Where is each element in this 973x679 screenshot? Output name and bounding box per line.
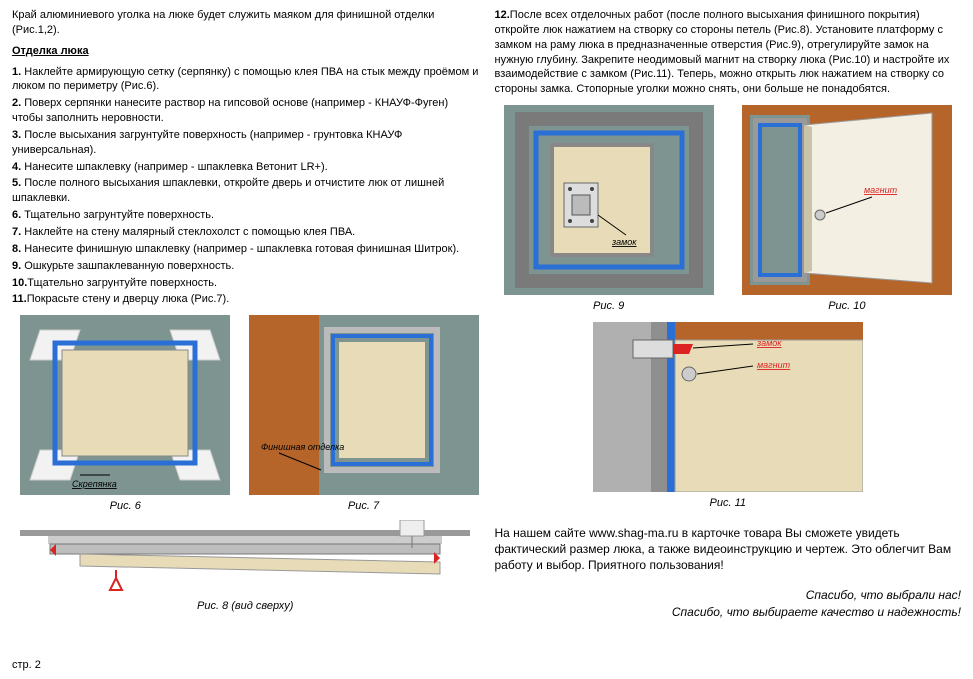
fig8-svg (20, 520, 470, 595)
svg-text:магнит: магнит (757, 360, 791, 370)
fig9-svg: замок (504, 105, 714, 295)
figure-8: Рис. 8 (вид сверху) (12, 520, 479, 614)
step-9: 9. Ошкурьте зашпаклеванную поверхность. (12, 259, 479, 274)
step-6: 6. Тщательно загрунтуйте поверхность. (12, 208, 479, 223)
step-2: 2. Поверх серпянки нанесите раствор на г… (12, 96, 479, 126)
figure-7: Финишная отделка Рис. 7 (249, 315, 479, 514)
svg-text:магнит: магнит (864, 185, 898, 195)
fig9-caption: Рис. 9 (593, 299, 624, 314)
steps-list: 1. Наклейте армирующую сетку (серпянку) … (12, 65, 479, 308)
step-7: 7. Наклейте на стену малярный стеклохолс… (12, 225, 479, 240)
step-4: 4. Нанесите шпаклевку (например - шпакле… (12, 160, 479, 175)
step-3: 3. После высыхания загрунтуйте поверхнос… (12, 128, 479, 158)
fig11-svg: замок магнит (593, 322, 863, 492)
right-column: 12.После всех отделочных работ (после по… (495, 8, 962, 620)
fig6-caption: Рис. 6 (110, 499, 141, 514)
step-5: 5. После полного высыхания шпаклевки, от… (12, 176, 479, 206)
fig7-svg: Финишная отделка (249, 315, 479, 495)
page-number: стр. 2 (12, 658, 41, 673)
thanks-line-1: Спасибо, что выбрали нас! (495, 587, 962, 603)
svg-text:Скрепянка: Скрепянка (72, 479, 117, 489)
section-title: Отделка люка (12, 44, 479, 59)
step-8: 8. Нанесите финишную шпаклевку (например… (12, 242, 479, 257)
fig11-caption: Рис. 11 (710, 496, 747, 511)
figure-10: магнит Рис. 10 (733, 105, 961, 314)
fig7-caption: Рис. 7 (348, 499, 379, 514)
figure-6: Скрепянка Рис. 6 (12, 315, 239, 514)
fig6-svg: Скрепянка (20, 315, 230, 495)
svg-text:замок: замок (756, 338, 782, 348)
fig10-svg: магнит (742, 105, 952, 295)
step-11: 11.Покрасьте стену и дверцу люка (Рис.7)… (12, 292, 479, 307)
fig-row-9-10: замок Рис. 9 магнит Рис. 10 (495, 105, 962, 314)
step-10: 10.Тщательно загрунтуйте поверхность. (12, 276, 479, 291)
svg-text:Финишная отделка: Финишная отделка (261, 442, 344, 452)
intro-text: Край алюминиевого уголка на люке будет с… (12, 8, 479, 38)
figure-9: замок Рис. 9 (495, 105, 723, 314)
thanks-line-2: Спасибо, что выбираете качество и надежн… (495, 604, 962, 620)
left-column: Край алюминиевого уголка на люке будет с… (12, 8, 479, 620)
fig-row-6-7: Скрепянка Рис. 6 Финишная отделка Рис. 7 (12, 315, 479, 514)
step-12: 12.После всех отделочных работ (после по… (495, 8, 962, 97)
closing-text: На нашем сайте www.shag-ma.ru в карточке… (495, 525, 962, 574)
figure-11: замок магнит Рис. 11 (495, 322, 962, 511)
fig10-caption: Рис. 10 (828, 299, 865, 314)
thanks-block: Спасибо, что выбрали нас! Спасибо, что в… (495, 587, 962, 619)
svg-text:замок: замок (611, 237, 637, 247)
fig8-caption: Рис. 8 (вид сверху) (197, 599, 293, 614)
step-1: 1. Наклейте армирующую сетку (серпянку) … (12, 65, 479, 95)
